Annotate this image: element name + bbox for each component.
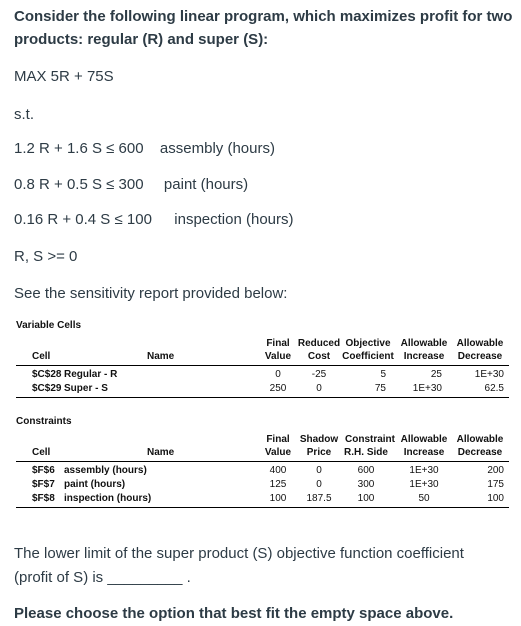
cell-name: assembly (hours) (64, 465, 147, 476)
header-name: Name (147, 447, 175, 458)
divider (16, 397, 509, 398)
cell-final: 250 (269, 383, 287, 394)
header-rhs: R.H. Side (344, 447, 388, 458)
cell-coef: 75 (374, 383, 386, 394)
objective-function: MAX 5R + 75S (14, 68, 114, 85)
divider (16, 461, 509, 462)
cell-rhs: 100 (357, 493, 375, 504)
cell-shadow: 0 (316, 479, 322, 490)
cell-increase: 1E+30 (409, 479, 439, 490)
intro-line-1: Consider the following linear program, w… (14, 8, 513, 25)
header-allowable: Allowable (400, 434, 448, 445)
header-value: Value (264, 351, 292, 362)
intro-line-2: products: regular (R) and super (S): (14, 31, 269, 48)
constraints-report: Constraints Final Value Shadow Price Con… (14, 416, 509, 512)
header-allowable: Allowable (400, 338, 448, 349)
divider (16, 365, 509, 366)
divider (16, 507, 509, 508)
constraint-expr: 0.8 R + 0.5 S ≤ 300 (14, 176, 144, 193)
report-section-title: Variable Cells (16, 320, 82, 331)
cell-ref: $C$29 (32, 383, 62, 394)
header-value: Value (264, 447, 292, 458)
header-name: Name (147, 351, 175, 362)
header-increase: Increase (403, 351, 445, 362)
header-allowable: Allowable (456, 434, 504, 445)
instruction-text: Please choose the option that best fit t… (14, 605, 454, 622)
cell-name: paint (hours) (64, 479, 126, 490)
cell-decrease: 1E+30 (474, 369, 504, 380)
cell-reduced: 0 (316, 383, 322, 394)
question-line-2: (profit of S) is _________ . (14, 569, 191, 586)
cell-increase: 50 (418, 493, 430, 504)
header-shadow: Shadow (299, 434, 339, 445)
variable-cells-report: Variable Cells Final Value Reduced Cost … (14, 320, 509, 400)
cell-final: 125 (269, 479, 287, 490)
header-increase: Increase (403, 447, 445, 458)
cell-increase: 1E+30 (409, 465, 439, 476)
cell-decrease: 200 (487, 465, 504, 476)
cell-ref: $F$8 (32, 493, 55, 504)
constraint-expr: 1.2 R + 1.6 S ≤ 600 (14, 140, 144, 157)
constraint-expr: 0.16 R + 0.4 S ≤ 100 (14, 211, 152, 228)
cell-final: 0 (275, 369, 281, 380)
cell-name: Regular - R (64, 369, 118, 380)
cell-name: Super - S (64, 383, 108, 394)
header-price: Price (306, 447, 332, 458)
report-section-title: Constraints (16, 416, 72, 427)
cell-rhs: 600 (357, 465, 375, 476)
cell-increase: 1E+30 (412, 383, 442, 394)
constraint-label: assembly (hours) (159, 140, 275, 157)
header-objective: Objective (345, 338, 391, 349)
question-line-1: The lower limit of the super product (S)… (14, 545, 464, 562)
cell-shadow: 187.5 (306, 493, 332, 504)
cell-ref: $C$28 (32, 369, 62, 380)
header-reduced: Reduced (297, 338, 341, 349)
constraint-label: paint (hours) (163, 176, 249, 193)
cell-name: inspection (hours) (64, 493, 152, 504)
cell-decrease: 175 (487, 479, 504, 490)
header-decrease: Decrease (457, 447, 503, 458)
cell-reduced: -25 (311, 369, 327, 380)
cell-increase: 25 (430, 369, 442, 380)
header-cell: Cell (32, 351, 51, 362)
cell-shadow: 0 (316, 465, 322, 476)
cell-ref: $F$7 (32, 479, 55, 490)
cell-decrease: 62.5 (484, 383, 504, 394)
header-decrease: Decrease (457, 351, 503, 362)
constraint-paint: 0.8 R + 0.5 S ≤ 300 paint (hours) (14, 176, 248, 193)
constraint-label: inspection (hours) (174, 211, 294, 228)
cell-coef: 5 (380, 369, 386, 380)
cell-ref: $F$6 (32, 465, 55, 476)
header-final: Final (266, 338, 290, 349)
cell-final: 100 (269, 493, 287, 504)
subject-to-label: s.t. (14, 106, 35, 123)
header-constraint: Constraint (345, 434, 395, 445)
header-allowable: Allowable (456, 338, 504, 349)
see-report-text: See the sensitivity report provided belo… (14, 285, 288, 302)
header-coefficient: Coefficient (342, 351, 394, 362)
header-cost: Cost (307, 351, 331, 362)
constraint-inspection: 0.16 R + 0.4 S ≤ 100 inspection (hours) (14, 211, 294, 228)
nonnegativity: R, S >= 0 (14, 248, 78, 265)
cell-final: 400 (269, 465, 287, 476)
cell-decrease: 100 (487, 493, 504, 504)
constraint-assembly: 1.2 R + 1.6 S ≤ 600 assembly (hours) (14, 140, 275, 157)
header-cell: Cell (32, 447, 51, 458)
cell-rhs: 300 (357, 479, 375, 490)
header-final: Final (266, 434, 290, 445)
